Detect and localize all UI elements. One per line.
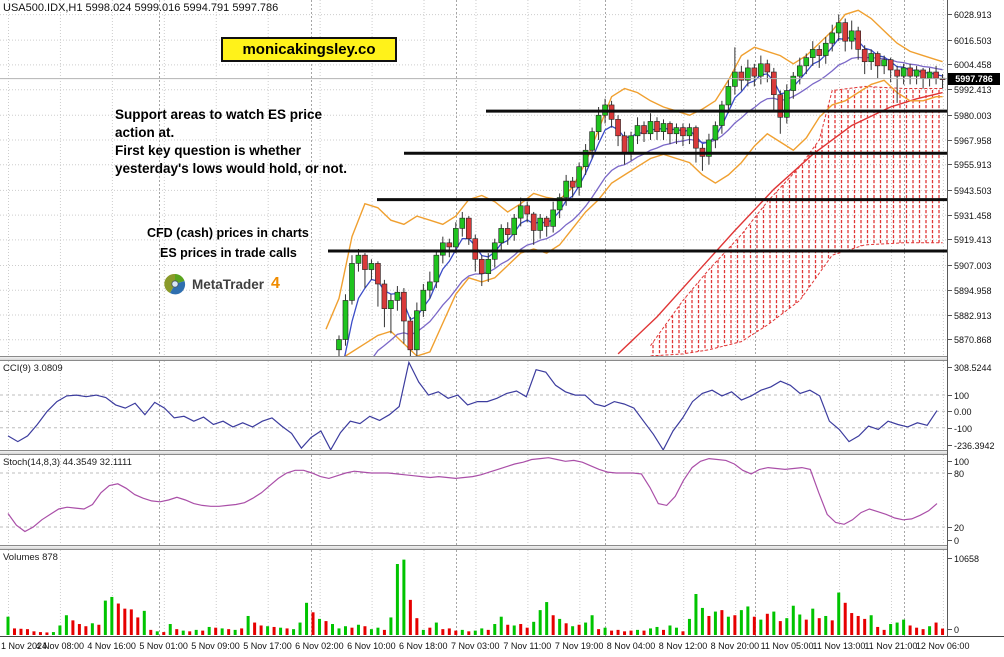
time-axis-label: 12 Nov 06:00 bbox=[915, 641, 970, 651]
axis-label: 80 bbox=[947, 469, 965, 479]
time-axis-label: 6 Nov 10:00 bbox=[347, 641, 396, 651]
pane-separator[interactable] bbox=[0, 356, 1004, 361]
axis-label: 5907.003 bbox=[948, 260, 992, 271]
time-axis-label: 5 Nov 17:00 bbox=[243, 641, 292, 651]
time-axis-label: 6 Nov 02:00 bbox=[295, 641, 344, 651]
time-axis-label: 6 Nov 18:00 bbox=[399, 641, 448, 651]
cfd-note: CFD (cash) prices in charts bbox=[147, 226, 309, 240]
main-price-pane[interactable] bbox=[0, 0, 947, 356]
pane-separator[interactable] bbox=[0, 450, 1004, 455]
axis-label: 5992.413 bbox=[948, 85, 992, 96]
axis-label: 6016.503 bbox=[948, 35, 992, 46]
watermark-badge: monicakingsley.co bbox=[221, 37, 397, 62]
metatrader-logo: MetaTrader 4 bbox=[163, 271, 280, 297]
time-axis-label: 7 Nov 19:00 bbox=[554, 641, 604, 651]
volume-pane-label: Volumes 878 bbox=[3, 552, 58, 563]
pane-separator[interactable] bbox=[0, 545, 1004, 550]
cci-indicator-pane[interactable] bbox=[0, 361, 947, 450]
metatrader-logo-number: 4 bbox=[271, 275, 280, 292]
cci-pane-label: CCI(9) 3.0809 bbox=[3, 363, 63, 374]
axis-label: 5870.868 bbox=[948, 335, 992, 346]
stochastic-indicator-pane[interactable] bbox=[0, 455, 947, 545]
axis-label: 0 bbox=[947, 625, 960, 635]
metatrader-globe-icon bbox=[164, 273, 186, 295]
time-axis-label: 5 Nov 09:00 bbox=[191, 641, 240, 651]
axis-label: 20 bbox=[947, 523, 965, 533]
axis-label: 0 bbox=[947, 536, 960, 546]
support-note-line: yesterday's lows would hold, or not. bbox=[115, 161, 347, 176]
axis-label: 6004.458 bbox=[948, 60, 992, 71]
axis-label: 100 bbox=[947, 457, 970, 467]
volume-pane[interactable] bbox=[0, 550, 947, 636]
price-axis[interactable]: 6028.913 6016.503 6004.458 5992.413 5980.003… bbox=[947, 0, 1004, 637]
symbol-ohlc-title: USA500.IDX,H1 5998.024 5999.016 5994.791… bbox=[3, 2, 279, 14]
time-axis-label: 7 Nov 11:00 bbox=[503, 641, 552, 651]
axis-label: 308.5244 bbox=[948, 363, 992, 373]
time-axis-label: 8 Nov 04:00 bbox=[606, 641, 656, 651]
axis-label: 5967.958 bbox=[948, 135, 992, 146]
stoch-pane-label: Stoch(14,8,3) 44.3549 32.1111 bbox=[3, 457, 132, 468]
support-note: Support areas to watch ES price action a… bbox=[115, 106, 347, 178]
es-note: ES prices in trade calls bbox=[160, 246, 297, 260]
support-note-line: Support areas to watch ES price bbox=[115, 107, 323, 122]
time-axis-label: 11 Nov 05:00 bbox=[760, 641, 814, 651]
time-axis-label: 11 Nov 21:00 bbox=[864, 641, 918, 651]
axis-label: 5943.503 bbox=[948, 185, 992, 196]
time-axis[interactable]: 1 Nov 2024 4 Nov 08:00 4 Nov 16:00 5 Nov 01… bbox=[0, 636, 1004, 657]
time-axis-label: 8 Nov 12:00 bbox=[658, 641, 708, 651]
time-axis-label: 4 Nov 16:00 bbox=[87, 641, 136, 651]
axis-label: 5955.913 bbox=[948, 160, 992, 171]
time-axis-label: 8 Nov 20:00 bbox=[710, 641, 760, 651]
axis-label: 5980.003 bbox=[948, 110, 992, 121]
axis-label: 10658 bbox=[947, 554, 980, 564]
axis-label: 100 bbox=[947, 391, 970, 402]
time-axis-label: 1 Nov 2024 bbox=[1, 641, 48, 651]
axis-label: 6028.913 bbox=[948, 10, 992, 21]
axis-label: 5882.913 bbox=[948, 310, 992, 321]
axis-label: -236.3942 bbox=[948, 441, 995, 451]
time-axis-label: 7 Nov 03:00 bbox=[450, 641, 500, 651]
time-axis-label: 11 Nov 13:00 bbox=[812, 641, 866, 651]
axis-label: 5919.413 bbox=[948, 235, 992, 246]
time-axis-label: 5 Nov 01:00 bbox=[139, 641, 188, 651]
time-axis-label: 4 Nov 08:00 bbox=[35, 641, 84, 651]
support-note-line: action at. bbox=[115, 125, 175, 140]
axis-label: 5931.458 bbox=[948, 210, 992, 221]
axis-label: 5894.958 bbox=[948, 285, 992, 296]
axis-label: 0.00 bbox=[948, 407, 972, 418]
current-price-tag: 5997.786 bbox=[948, 72, 1000, 85]
metatrader-logo-text: MetaTrader bbox=[192, 276, 265, 292]
axis-label: -100 bbox=[947, 423, 973, 434]
support-note-line: First key question is whether bbox=[115, 143, 302, 158]
